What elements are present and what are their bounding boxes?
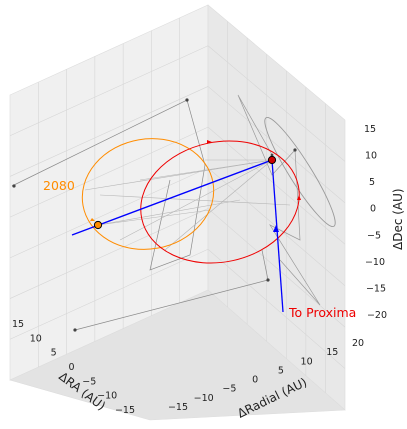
orange-arrow-ticks: [90, 218, 95, 221]
z-tick-6: −15: [366, 283, 386, 294]
blue-arrowhead: [273, 225, 279, 232]
z-tick-4: −5: [367, 230, 381, 241]
grey-markers: [12, 98, 297, 332]
z-tick-3: 0: [370, 204, 376, 215]
y-tick-3: 0: [252, 375, 258, 386]
y-tick-6: 15: [326, 347, 338, 358]
grid-line-9: [207, 126, 346, 245]
x-tick-5: −10: [97, 391, 117, 402]
grey-trace-top: [11, 99, 206, 271]
x-tick-labels: 15 10 50 −5−10 −15: [12, 319, 135, 416]
y-tick-7: 20: [352, 338, 364, 349]
grid-line-16: [9, 208, 209, 299]
y-tick-1: −10: [194, 393, 214, 404]
x-tick-6: −15: [115, 405, 135, 416]
grey-trace-right: [237, 94, 321, 306]
y-tick-2: −5: [222, 384, 236, 395]
blue-line-proxima: [271, 159, 284, 313]
grid-line-12: [9, 167, 209, 259]
z-tick-1: 10: [365, 151, 377, 162]
z-tick-7: −20: [367, 310, 387, 321]
grid-line-17: [207, 208, 346, 328]
x-tick-0: 15: [12, 319, 24, 330]
grid-line-1: [207, 45, 346, 162]
y-tick-0: −15: [168, 402, 188, 413]
orange-star-marker: [93, 220, 103, 230]
z-tick-0: 15: [364, 124, 376, 135]
annotation-to-proxima: To Proxima: [288, 305, 356, 320]
red-arrow-ticks: [207, 140, 301, 200]
pane-floor: [9, 289, 346, 421]
grid-lines: [9, 17, 346, 393]
grid-line-4: [9, 86, 209, 177]
x-tick-2: 5: [51, 348, 57, 359]
x-tick-4: −5: [82, 376, 96, 387]
red-star-marker: [267, 155, 277, 165]
z-tick-labels: 15 10 5 0 −5 −10 −15 −20: [364, 124, 387, 321]
y-tick-4: 5: [278, 365, 284, 376]
x-tick-1: 10: [30, 333, 42, 344]
z-tick-5: −10: [365, 257, 385, 268]
grey-orbit-ellipse: [264, 116, 336, 228]
grid-line-21: [207, 249, 346, 369]
grid-line-0: [9, 45, 209, 136]
x-tick-3: 0: [68, 362, 74, 373]
blue-line-main: [71, 159, 273, 236]
grid-line-5: [207, 86, 346, 204]
y-tick-5: 10: [301, 356, 313, 367]
y-tick-labels: −15 −10 −5 0 5 10 15 20: [168, 338, 364, 413]
z-tick-2: 5: [369, 177, 375, 188]
z-axis-label: ΔDec (AU): [391, 188, 405, 250]
grid-line-20: [9, 249, 209, 340]
annotation-2080: 2080: [43, 178, 75, 193]
